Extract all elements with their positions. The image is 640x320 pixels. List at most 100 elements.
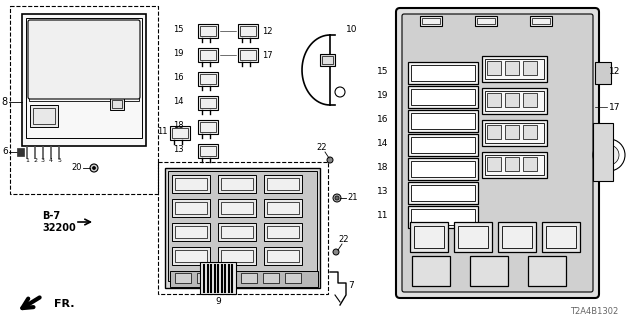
Text: 5: 5 bbox=[57, 158, 61, 164]
Text: 7: 7 bbox=[348, 282, 354, 291]
Bar bbox=[17, 148, 24, 156]
Bar bbox=[411, 209, 475, 225]
Bar bbox=[482, 120, 547, 146]
Bar bbox=[523, 157, 537, 171]
Bar bbox=[221, 202, 253, 214]
Bar bbox=[408, 86, 478, 108]
Bar bbox=[175, 202, 207, 214]
Text: 2: 2 bbox=[33, 158, 37, 164]
Bar bbox=[485, 91, 544, 111]
Bar bbox=[530, 16, 552, 26]
Bar bbox=[29, 21, 139, 101]
Bar bbox=[198, 144, 218, 158]
FancyBboxPatch shape bbox=[28, 20, 140, 99]
Text: 17: 17 bbox=[262, 51, 273, 60]
Text: 19: 19 bbox=[376, 92, 388, 100]
Bar bbox=[542, 222, 580, 252]
Bar bbox=[172, 175, 210, 193]
Text: 20: 20 bbox=[72, 164, 82, 172]
Bar bbox=[420, 16, 442, 26]
Bar bbox=[218, 247, 256, 265]
Bar bbox=[487, 125, 501, 139]
Bar bbox=[532, 18, 550, 24]
Bar bbox=[470, 256, 508, 286]
Text: 6: 6 bbox=[3, 148, 8, 156]
Bar bbox=[408, 62, 478, 84]
Bar bbox=[175, 273, 191, 283]
Bar bbox=[411, 137, 475, 153]
Bar bbox=[485, 59, 544, 79]
Circle shape bbox=[543, 267, 551, 275]
Text: 18: 18 bbox=[173, 122, 184, 131]
Text: 22: 22 bbox=[317, 143, 327, 153]
Bar bbox=[487, 61, 501, 75]
Bar bbox=[410, 222, 448, 252]
Bar bbox=[412, 256, 450, 286]
Circle shape bbox=[327, 157, 333, 163]
Bar bbox=[487, 157, 501, 171]
Text: 12: 12 bbox=[609, 68, 620, 76]
Text: 11: 11 bbox=[157, 127, 168, 137]
Bar bbox=[411, 65, 475, 81]
Bar bbox=[505, 61, 519, 75]
FancyBboxPatch shape bbox=[402, 14, 593, 292]
Bar bbox=[408, 134, 478, 156]
Bar bbox=[30, 105, 58, 127]
Bar bbox=[487, 93, 501, 107]
Bar bbox=[454, 222, 492, 252]
Bar bbox=[546, 226, 576, 248]
Bar bbox=[198, 120, 218, 134]
Bar bbox=[221, 250, 253, 262]
Text: 18: 18 bbox=[376, 164, 388, 172]
Text: 3: 3 bbox=[41, 158, 45, 164]
Text: T2A4B1302: T2A4B1302 bbox=[570, 308, 618, 316]
Bar bbox=[523, 61, 537, 75]
Bar bbox=[267, 226, 299, 238]
Text: 16: 16 bbox=[173, 74, 184, 83]
Text: 10: 10 bbox=[346, 26, 358, 35]
Circle shape bbox=[333, 249, 339, 255]
Circle shape bbox=[485, 267, 493, 275]
Bar bbox=[408, 110, 478, 132]
Bar bbox=[33, 108, 55, 124]
Text: 22: 22 bbox=[339, 236, 349, 244]
Bar bbox=[414, 226, 444, 248]
Circle shape bbox=[423, 263, 439, 279]
Bar bbox=[240, 50, 256, 60]
Bar bbox=[112, 100, 122, 108]
Bar bbox=[198, 72, 218, 86]
Bar bbox=[267, 178, 299, 190]
Bar bbox=[218, 223, 256, 241]
Bar bbox=[200, 26, 216, 36]
Bar bbox=[170, 126, 190, 140]
Circle shape bbox=[93, 166, 95, 170]
Bar bbox=[264, 199, 302, 217]
Text: 15: 15 bbox=[376, 68, 388, 76]
Text: FR.: FR. bbox=[54, 299, 74, 309]
Bar bbox=[485, 123, 544, 143]
Bar bbox=[240, 26, 256, 36]
Bar bbox=[322, 56, 333, 64]
Text: 12: 12 bbox=[262, 27, 273, 36]
Bar bbox=[200, 146, 216, 156]
Bar bbox=[197, 273, 213, 283]
Bar bbox=[528, 256, 566, 286]
Bar bbox=[505, 157, 519, 171]
Bar bbox=[485, 155, 544, 175]
Bar bbox=[482, 88, 547, 114]
Bar bbox=[10, 6, 158, 194]
Bar bbox=[411, 161, 475, 177]
Bar bbox=[482, 152, 547, 178]
Bar bbox=[26, 18, 142, 138]
Bar bbox=[422, 18, 440, 24]
Text: B-7
32200: B-7 32200 bbox=[42, 211, 76, 233]
Bar bbox=[263, 273, 279, 283]
Bar bbox=[498, 222, 536, 252]
Circle shape bbox=[335, 196, 339, 200]
Bar bbox=[238, 24, 258, 38]
Bar bbox=[264, 247, 302, 265]
Circle shape bbox=[427, 267, 435, 275]
Bar bbox=[264, 223, 302, 241]
Bar bbox=[175, 178, 207, 190]
Bar bbox=[200, 74, 216, 84]
